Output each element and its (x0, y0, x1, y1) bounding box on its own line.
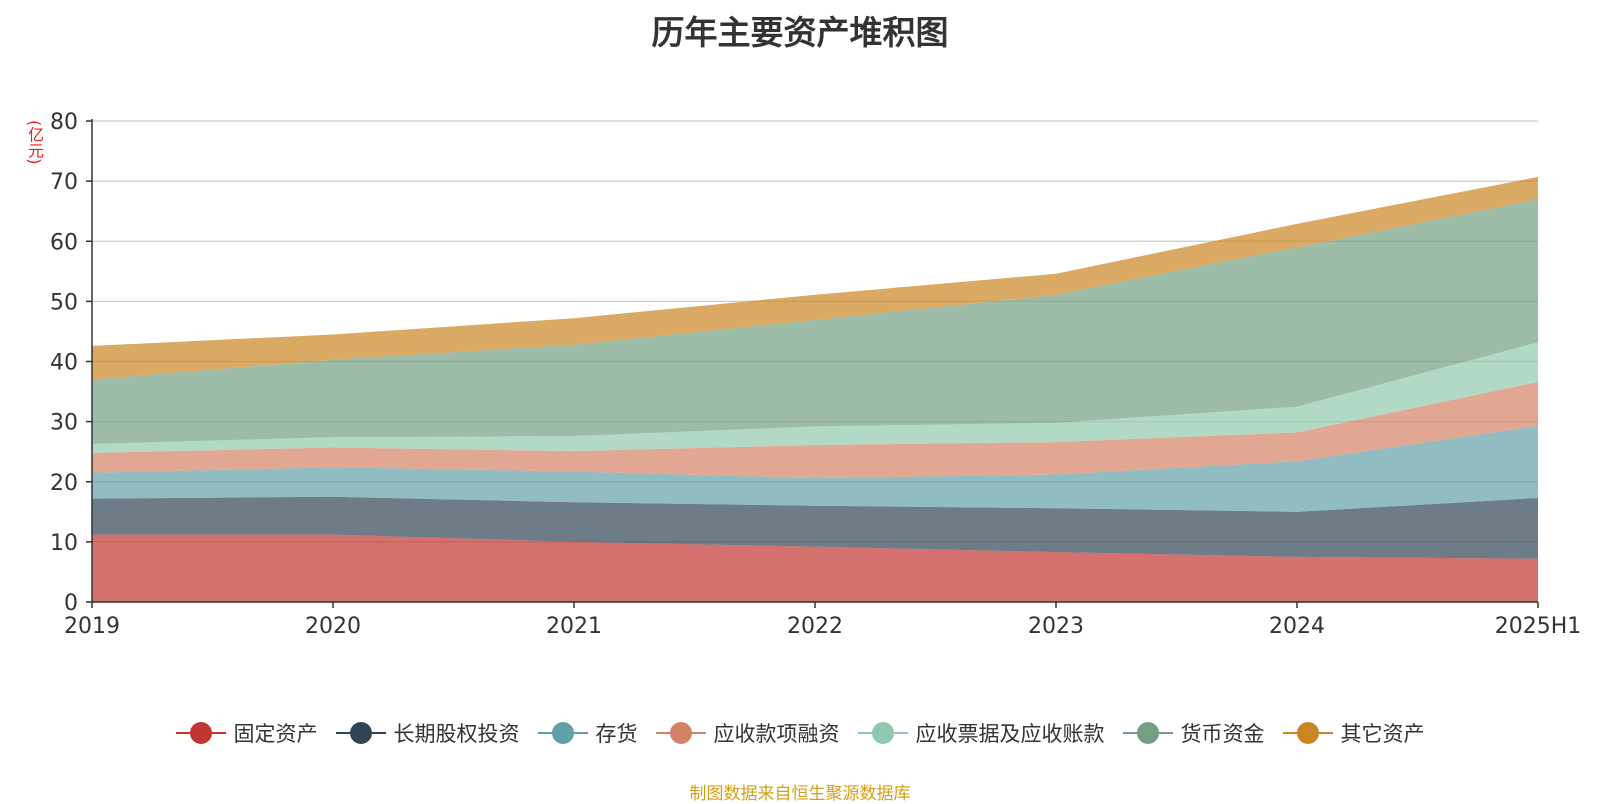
legend-marker-6 (1282, 722, 1333, 744)
legend-dot-2 (551, 722, 574, 744)
y-tick-label-20: 20 (50, 471, 78, 496)
chart-title: 历年主要资产堆积图 (651, 13, 949, 52)
area-series-1 (92, 496, 1538, 559)
legend-label-3: 应收款项融资 (713, 722, 840, 746)
legend-marker-3 (655, 722, 706, 744)
legend-label-1: 长期股权投资 (393, 722, 520, 746)
area-series-0 (92, 534, 1538, 602)
x-tick-label-4: 2023 (1028, 614, 1084, 639)
y-tick-label-50: 50 (50, 290, 78, 315)
legend-dot-3 (669, 722, 692, 744)
legend-item-1[interactable]: 长期股权投资 (335, 718, 520, 748)
legend-marker-1 (335, 722, 386, 744)
x-tick-label-1: 2020 (305, 614, 361, 639)
legend-dot-5 (1136, 722, 1159, 744)
legend-dot-4 (871, 722, 894, 744)
legend-item-0[interactable]: 固定资产 (175, 718, 318, 748)
x-tick-label-3: 2022 (787, 614, 843, 639)
area-series-4 (92, 342, 1538, 453)
y-tick-label-70: 70 (50, 170, 78, 195)
y-tick-label-0: 0 (64, 591, 78, 616)
legend-label-0: 固定资产 (233, 722, 318, 746)
legend-marker-0 (175, 722, 226, 744)
x-tick-label-0: 2019 (64, 614, 120, 639)
stacked-area-chart: 0 10 20 30 40 50 60 70 80 2019 2020 2021 2022 2023 202… (50, 110, 1582, 639)
legend-item-5[interactable]: 货币资金 (1122, 718, 1265, 748)
area-series-3 (92, 381, 1538, 479)
legend-label-6: 其它资产 (1340, 722, 1425, 746)
legend-dot-6 (1296, 722, 1319, 744)
x-tick-label-6: 2025H1 (1495, 614, 1582, 639)
y-tick-label-80: 80 (50, 110, 78, 135)
legend-item-2[interactable]: 存货 (537, 718, 638, 748)
y-tick-label-40: 40 (50, 351, 78, 376)
y-tick-label-30: 30 (50, 411, 78, 436)
legend-marker-5 (1122, 722, 1173, 744)
area-series-2 (92, 425, 1538, 512)
chart-legend: 固定资产 长期股权投资 存货 应收款项融资 应收票据及应收账款 货币资金 其它资产 (0, 718, 1600, 748)
y-axis-unit-label: (亿元) (25, 120, 44, 165)
y-tick-label-60: 60 (50, 230, 78, 255)
legend-item-3[interactable]: 应收款项融资 (655, 718, 840, 748)
area-series-5 (92, 199, 1538, 444)
legend-marker-2 (537, 722, 588, 744)
legend-dot-1 (349, 722, 372, 744)
legend-item-4[interactable]: 应收票据及应收账款 (857, 718, 1105, 748)
legend-label-4: 应收票据及应收账款 (915, 722, 1105, 746)
legend-label-5: 货币资金 (1180, 722, 1265, 746)
x-tick-label-2: 2021 (546, 614, 602, 639)
y-tick-label-10: 10 (50, 531, 78, 556)
legend-marker-4 (857, 722, 908, 744)
x-tick-label-5: 2024 (1269, 614, 1325, 639)
legend-label-2: 存货 (595, 722, 638, 746)
legend-item-6[interactable]: 其它资产 (1282, 718, 1425, 748)
area-series-6 (92, 176, 1538, 380)
data-source-note: 制图数据来自恒生聚源数据库 (689, 784, 911, 804)
legend-dot-0 (189, 722, 212, 744)
